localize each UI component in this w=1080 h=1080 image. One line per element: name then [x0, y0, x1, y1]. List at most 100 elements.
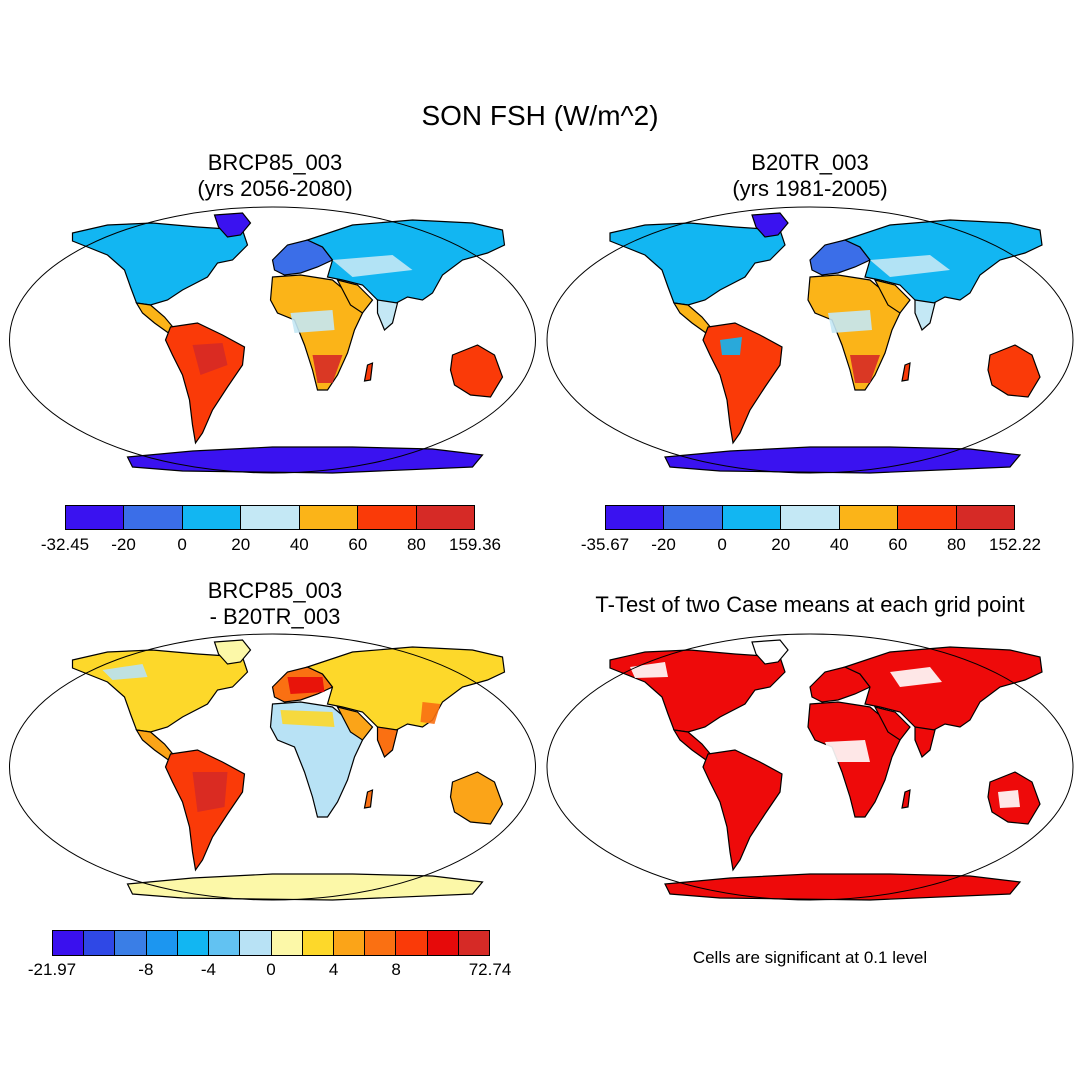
colorbar-tick-label: -21.97 — [27, 960, 77, 979]
colorbar-tick-label: 0 — [177, 535, 187, 554]
land-asia — [843, 219, 1043, 306]
colorbar-swatch — [302, 931, 334, 955]
land-india — [376, 299, 399, 332]
panel1-title-line1: BRCP85_003 — [207, 150, 343, 175]
colorbar-swatch — [177, 931, 210, 955]
field-patch — [192, 343, 228, 375]
panel1-title-line2: (yrs 2056-2080) — [197, 176, 353, 201]
colorbar-tick-label: 80 — [406, 535, 426, 554]
land-madagascar — [901, 362, 911, 382]
colorbar-tick-label: 152.22 — [989, 535, 1041, 554]
field-patch — [312, 355, 343, 383]
land-arabia — [873, 279, 911, 314]
colorbar-tick-label: 40 — [829, 535, 849, 554]
land-north-america — [609, 222, 786, 306]
land-india — [914, 299, 936, 332]
land-arabia — [873, 706, 911, 741]
colorbar-tick-label: 72.74 — [468, 960, 512, 979]
colorbar-tick-label: -20 — [111, 535, 136, 554]
colorbar-tick-label: 0 — [266, 960, 276, 979]
colorbar-swatch — [722, 506, 782, 529]
field-patch — [828, 310, 872, 333]
colorbar-swatch — [839, 506, 899, 529]
colorbar-tick-label: 20 — [231, 535, 251, 554]
field-patch — [420, 702, 441, 724]
land-south-america — [164, 322, 246, 445]
map-frame — [9, 206, 536, 474]
land-arabia — [336, 279, 374, 314]
land-north-america — [609, 649, 786, 733]
colorbar-tick-label: 4 — [328, 960, 339, 979]
colorbar-swatch — [240, 931, 272, 955]
panel1-colorbar — [65, 505, 475, 530]
panel2-title-line2: (yrs 1981-2005) — [732, 176, 888, 201]
colorbar-tick-label: 80 — [946, 535, 966, 554]
colorbar-swatch — [124, 506, 183, 529]
main-title: SON FSH (W/m^2) — [421, 100, 659, 131]
colorbar-swatch — [416, 506, 474, 529]
colorbar-swatch — [956, 506, 1014, 529]
land-central-america — [135, 302, 176, 334]
colorbar-swatch — [146, 931, 178, 955]
panel3-title-line1: BRCP85_003 — [207, 578, 343, 603]
panel2-colorbar — [605, 505, 1015, 530]
land-europe — [809, 239, 871, 276]
panel3-colorbar — [52, 930, 490, 956]
field-patch — [998, 790, 1020, 808]
land-antarctica — [126, 446, 484, 474]
land-asia — [305, 219, 506, 306]
colorbar-swatch — [365, 931, 397, 955]
land-central-america — [672, 729, 713, 761]
field-patch — [720, 337, 742, 355]
panel2-title-line1: B20TR_003 — [751, 150, 869, 175]
colorbar-swatch — [396, 931, 428, 955]
colorbar-tick-label: 159.36 — [449, 535, 501, 554]
field-patch — [280, 710, 335, 727]
field-patch — [102, 664, 148, 680]
colorbar-tick-label: 40 — [289, 535, 309, 554]
land-north-america — [71, 222, 249, 306]
land-antarctica — [126, 873, 484, 901]
colorbar-tick-label: -32.45 — [40, 535, 90, 554]
field-patch — [870, 255, 950, 277]
significance-note: Cells are significant at 0.1 level — [692, 948, 928, 967]
land-arabia — [336, 706, 374, 741]
map-frame — [546, 633, 1074, 901]
colorbar-swatch — [333, 931, 366, 955]
panel3-title-line2: - B20TR_003 — [209, 604, 341, 629]
land-australia — [449, 771, 504, 825]
panel1-title: BRCP85_003 (yrs 2056-2080) — [140, 150, 410, 202]
land-south-america — [702, 749, 783, 872]
colorbar-tick-label: -35.67 — [580, 535, 630, 554]
land-madagascar — [901, 789, 911, 809]
colorbar-swatch — [84, 931, 116, 955]
colorbar-tick-label: 8 — [391, 960, 401, 979]
colorbar-swatch — [115, 931, 147, 955]
field-patch — [192, 772, 228, 812]
field-patch — [290, 310, 335, 333]
panel4-title: T-Test of two Case means at each grid po… — [595, 592, 1025, 617]
land-europe — [809, 666, 871, 703]
field-patch — [287, 677, 325, 694]
colorbar-swatch — [781, 506, 840, 529]
field-patch — [890, 667, 942, 687]
colorbar-swatch — [182, 506, 242, 529]
panel4-map — [546, 633, 1074, 901]
colorbar-swatch — [427, 931, 459, 955]
colorbar-tick-label: 60 — [348, 535, 368, 554]
land-madagascar — [363, 789, 374, 809]
field-patch — [850, 355, 880, 383]
land-europe — [271, 239, 334, 276]
map-frame — [9, 633, 536, 901]
land-central-america — [672, 302, 713, 334]
colorbar-swatch — [458, 931, 490, 955]
land-india — [376, 726, 399, 759]
colorbar-tick-label: 60 — [888, 535, 908, 554]
land-south-america — [702, 322, 783, 445]
colorbar-swatch — [271, 931, 303, 955]
colorbar-swatch — [66, 506, 125, 529]
panel2-map — [546, 206, 1074, 474]
land-greenland — [213, 639, 252, 665]
colorbar-tick-label: -4 — [200, 960, 216, 979]
land-north-america — [71, 649, 249, 733]
